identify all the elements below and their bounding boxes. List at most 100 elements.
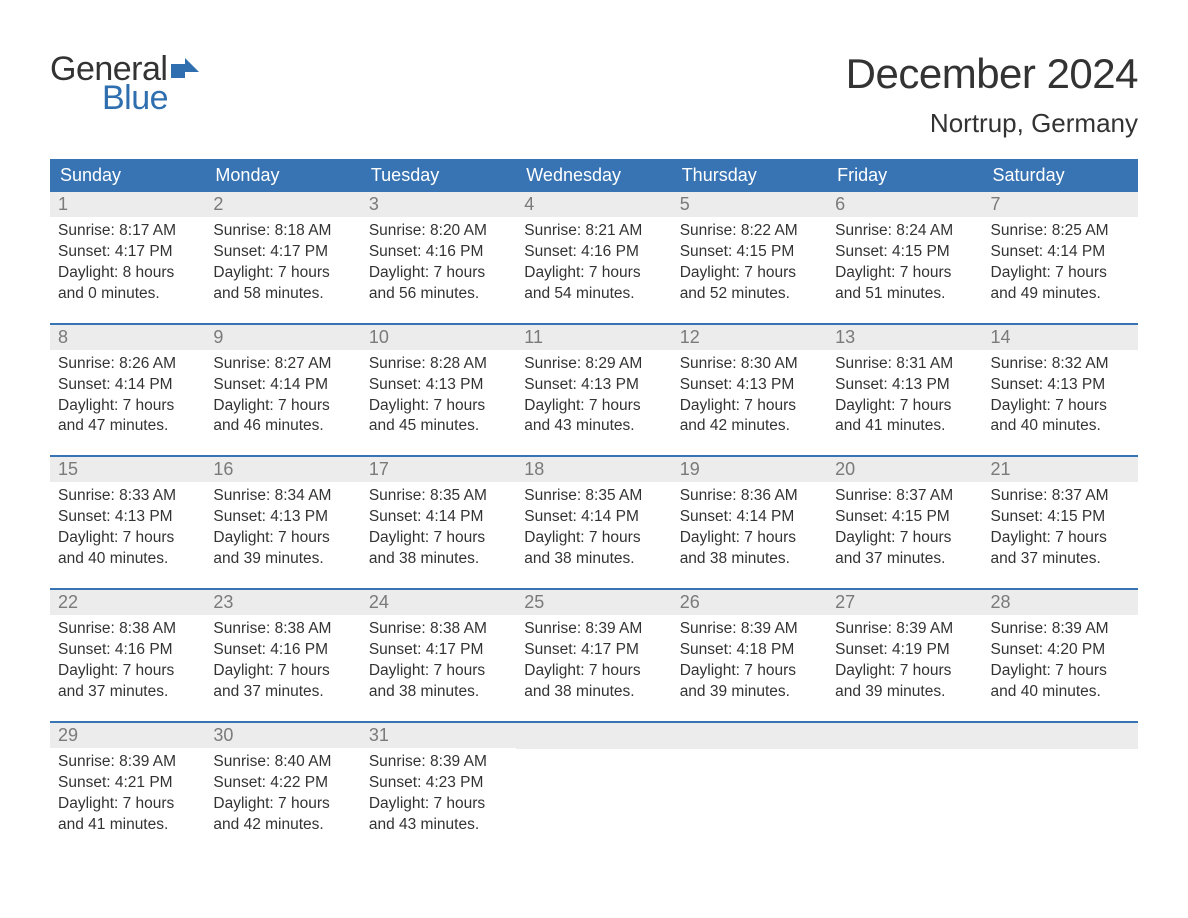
header: General Blue December 2024 Nortrup, Germ…	[50, 50, 1138, 139]
sunset-line: Sunset: 4:13 PM	[680, 375, 819, 396]
weeks-container: 1Sunrise: 8:17 AMSunset: 4:17 PMDaylight…	[50, 192, 1138, 853]
daylight-line: Daylight: 7 hours and 45 minutes.	[369, 396, 508, 438]
sunrise-line: Sunrise: 8:31 AM	[835, 354, 974, 375]
flag-icon	[171, 58, 199, 83]
day-content: Sunrise: 8:20 AMSunset: 4:16 PMDaylight:…	[361, 217, 516, 305]
day-cell: 20Sunrise: 8:37 AMSunset: 4:15 PMDayligh…	[827, 457, 982, 588]
day-content: Sunrise: 8:38 AMSunset: 4:17 PMDaylight:…	[361, 615, 516, 703]
daylight-line: Daylight: 7 hours and 51 minutes.	[835, 263, 974, 305]
sunset-line: Sunset: 4:15 PM	[680, 242, 819, 263]
day-cell: 15Sunrise: 8:33 AMSunset: 4:13 PMDayligh…	[50, 457, 205, 588]
daylight-line: Daylight: 7 hours and 43 minutes.	[369, 794, 508, 836]
day-header: Tuesday	[361, 159, 516, 192]
day-content: Sunrise: 8:37 AMSunset: 4:15 PMDaylight:…	[983, 482, 1138, 570]
day-number	[983, 723, 1138, 749]
daylight-line: Daylight: 8 hours and 0 minutes.	[58, 263, 197, 305]
day-content: Sunrise: 8:39 AMSunset: 4:21 PMDaylight:…	[50, 748, 205, 836]
day-cell: 4Sunrise: 8:21 AMSunset: 4:16 PMDaylight…	[516, 192, 671, 323]
day-number: 14	[983, 325, 1138, 350]
day-number: 17	[361, 457, 516, 482]
day-cell: 19Sunrise: 8:36 AMSunset: 4:14 PMDayligh…	[672, 457, 827, 588]
day-header: Thursday	[672, 159, 827, 192]
sunrise-line: Sunrise: 8:27 AM	[213, 354, 352, 375]
sunset-line: Sunset: 4:13 PM	[991, 375, 1130, 396]
day-content: Sunrise: 8:38 AMSunset: 4:16 PMDaylight:…	[50, 615, 205, 703]
sunset-line: Sunset: 4:19 PM	[835, 640, 974, 661]
day-cell: 28Sunrise: 8:39 AMSunset: 4:20 PMDayligh…	[983, 590, 1138, 721]
daylight-line: Daylight: 7 hours and 38 minutes.	[369, 661, 508, 703]
day-content: Sunrise: 8:34 AMSunset: 4:13 PMDaylight:…	[205, 482, 360, 570]
day-number: 5	[672, 192, 827, 217]
day-cell: 5Sunrise: 8:22 AMSunset: 4:15 PMDaylight…	[672, 192, 827, 323]
day-content: Sunrise: 8:26 AMSunset: 4:14 PMDaylight:…	[50, 350, 205, 438]
day-number: 25	[516, 590, 671, 615]
day-content: Sunrise: 8:36 AMSunset: 4:14 PMDaylight:…	[672, 482, 827, 570]
daylight-line: Daylight: 7 hours and 47 minutes.	[58, 396, 197, 438]
day-cell: 23Sunrise: 8:38 AMSunset: 4:16 PMDayligh…	[205, 590, 360, 721]
daylight-line: Daylight: 7 hours and 40 minutes.	[58, 528, 197, 570]
day-content: Sunrise: 8:18 AMSunset: 4:17 PMDaylight:…	[205, 217, 360, 305]
day-content: Sunrise: 8:39 AMSunset: 4:18 PMDaylight:…	[672, 615, 827, 703]
daylight-line: Daylight: 7 hours and 46 minutes.	[213, 396, 352, 438]
daylight-line: Daylight: 7 hours and 38 minutes.	[369, 528, 508, 570]
week-row: 1Sunrise: 8:17 AMSunset: 4:17 PMDaylight…	[50, 192, 1138, 323]
sunrise-line: Sunrise: 8:36 AM	[680, 486, 819, 507]
sunset-line: Sunset: 4:16 PM	[524, 242, 663, 263]
sunrise-line: Sunrise: 8:35 AM	[524, 486, 663, 507]
day-number: 7	[983, 192, 1138, 217]
day-number	[516, 723, 671, 749]
sunset-line: Sunset: 4:14 PM	[991, 242, 1130, 263]
daylight-line: Daylight: 7 hours and 49 minutes.	[991, 263, 1130, 305]
day-number: 23	[205, 590, 360, 615]
sunrise-line: Sunrise: 8:28 AM	[369, 354, 508, 375]
day-cell: 30Sunrise: 8:40 AMSunset: 4:22 PMDayligh…	[205, 723, 360, 854]
daylight-line: Daylight: 7 hours and 37 minutes.	[835, 528, 974, 570]
logo-text-blue: Blue	[102, 79, 168, 118]
sunrise-line: Sunrise: 8:21 AM	[524, 221, 663, 242]
day-cell: 16Sunrise: 8:34 AMSunset: 4:13 PMDayligh…	[205, 457, 360, 588]
day-content: Sunrise: 8:25 AMSunset: 4:14 PMDaylight:…	[983, 217, 1138, 305]
sunrise-line: Sunrise: 8:38 AM	[213, 619, 352, 640]
daylight-line: Daylight: 7 hours and 39 minutes.	[680, 661, 819, 703]
day-number: 12	[672, 325, 827, 350]
day-content: Sunrise: 8:38 AMSunset: 4:16 PMDaylight:…	[205, 615, 360, 703]
day-cell: 24Sunrise: 8:38 AMSunset: 4:17 PMDayligh…	[361, 590, 516, 721]
day-cell	[672, 723, 827, 854]
day-number: 11	[516, 325, 671, 350]
day-number: 21	[983, 457, 1138, 482]
day-cell: 31Sunrise: 8:39 AMSunset: 4:23 PMDayligh…	[361, 723, 516, 854]
day-number: 10	[361, 325, 516, 350]
sunset-line: Sunset: 4:18 PM	[680, 640, 819, 661]
sunrise-line: Sunrise: 8:39 AM	[991, 619, 1130, 640]
sunset-line: Sunset: 4:16 PM	[58, 640, 197, 661]
day-cell: 12Sunrise: 8:30 AMSunset: 4:13 PMDayligh…	[672, 325, 827, 456]
daylight-line: Daylight: 7 hours and 39 minutes.	[213, 528, 352, 570]
sunrise-line: Sunrise: 8:22 AM	[680, 221, 819, 242]
daylight-line: Daylight: 7 hours and 38 minutes.	[680, 528, 819, 570]
day-cell: 9Sunrise: 8:27 AMSunset: 4:14 PMDaylight…	[205, 325, 360, 456]
sunset-line: Sunset: 4:17 PM	[58, 242, 197, 263]
day-number	[827, 723, 982, 749]
sunset-line: Sunset: 4:14 PM	[58, 375, 197, 396]
day-number: 19	[672, 457, 827, 482]
sunset-line: Sunset: 4:13 PM	[524, 375, 663, 396]
sunrise-line: Sunrise: 8:39 AM	[58, 752, 197, 773]
day-number: 27	[827, 590, 982, 615]
day-header: Monday	[205, 159, 360, 192]
day-number: 18	[516, 457, 671, 482]
day-number: 3	[361, 192, 516, 217]
day-number	[672, 723, 827, 749]
day-content: Sunrise: 8:39 AMSunset: 4:23 PMDaylight:…	[361, 748, 516, 836]
calendar: SundayMondayTuesdayWednesdayThursdayFrid…	[50, 159, 1138, 853]
sunrise-line: Sunrise: 8:32 AM	[991, 354, 1130, 375]
daylight-line: Daylight: 7 hours and 41 minutes.	[58, 794, 197, 836]
day-content: Sunrise: 8:32 AMSunset: 4:13 PMDaylight:…	[983, 350, 1138, 438]
sunrise-line: Sunrise: 8:39 AM	[524, 619, 663, 640]
day-content: Sunrise: 8:39 AMSunset: 4:17 PMDaylight:…	[516, 615, 671, 703]
day-content: Sunrise: 8:35 AMSunset: 4:14 PMDaylight:…	[361, 482, 516, 570]
day-content: Sunrise: 8:21 AMSunset: 4:16 PMDaylight:…	[516, 217, 671, 305]
day-content: Sunrise: 8:22 AMSunset: 4:15 PMDaylight:…	[672, 217, 827, 305]
day-header: Wednesday	[516, 159, 671, 192]
day-cell: 27Sunrise: 8:39 AMSunset: 4:19 PMDayligh…	[827, 590, 982, 721]
sunrise-line: Sunrise: 8:30 AM	[680, 354, 819, 375]
